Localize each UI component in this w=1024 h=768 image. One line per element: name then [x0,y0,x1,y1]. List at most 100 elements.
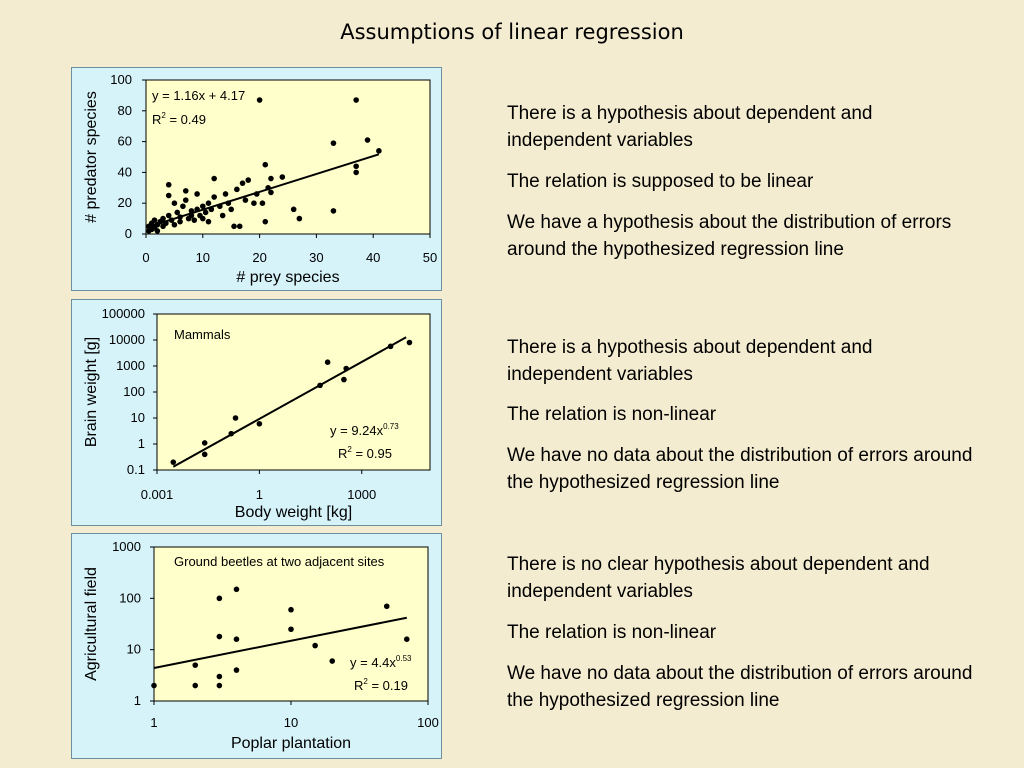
data-point [216,633,223,640]
chart-linear-svg: 0 20 40 60 80 100 0 10 20 30 40 50 # prey species # p… [83,72,437,286]
data-point [174,209,181,216]
data-point [177,214,183,220]
data-point [341,376,347,383]
data-point [211,175,217,182]
regression-equation: y = 4.4x0.53 [350,654,412,670]
y-tick-label: 0.1 [127,462,145,477]
data-point [403,636,410,642]
data-point [317,382,323,389]
data-point [182,197,189,203]
data-point [288,626,294,633]
bullet-1-2: The relation is supposed to be linear [507,171,814,192]
chart-panel-3: 1 10 100 1000 1 10 100 Poplar plantation Agricul… [71,533,442,759]
data-point [200,215,206,222]
data-point [233,667,240,673]
data-point [387,343,394,350]
y-tick-label: 10000 [109,332,145,347]
data-point [165,212,172,219]
data-point [364,137,371,143]
bullet-3-1: There is no clear hypothesis about depen… [507,554,930,602]
data-point [151,217,158,223]
r-squared: R2 = 0.19 [354,677,408,693]
data-point [245,177,252,183]
data-point [216,595,223,602]
data-point [171,200,178,206]
data-point [329,658,336,664]
data-point [194,206,200,213]
regression-equation: y = 1.16x + 4.17 [152,88,245,103]
data-point [200,203,206,210]
y-tick-label: 40 [118,164,132,179]
y-tick-label: 10 [127,642,141,657]
data-point [216,673,223,680]
data-point [259,200,266,206]
data-point [192,662,199,668]
data-point [228,430,235,437]
x-axis-label: # prey species [236,269,339,286]
data-point [165,181,172,188]
y-tick-label: 0 [125,226,132,241]
bullet-2-1: There is a hypothesis about dependent an… [507,337,873,385]
data-point [330,208,337,214]
bullet-2-3: We have no data about the distribution o… [507,445,973,493]
x-tick-label: 1 [150,715,157,730]
data-point [233,586,240,593]
data-point [180,203,186,210]
data-point [177,218,183,225]
data-point [232,415,239,421]
data-point [290,206,297,213]
data-point [268,189,274,196]
y-tick-label: 1000 [116,358,145,373]
data-point [171,221,178,228]
data-point [324,359,331,366]
data-point [165,192,172,199]
bullet-3-3: We have no data about the distribution o… [507,663,973,711]
data-point [353,169,359,176]
data-point [154,228,161,234]
inset-label: Mammals [174,327,231,342]
data-point [256,97,263,103]
x-tick-label: 20 [252,250,266,265]
y-tick-label: 1000 [112,539,141,554]
data-point [265,185,271,191]
data-point [168,217,175,223]
x-axis-label: Poplar plantation [231,735,351,752]
data-point [191,217,198,223]
data-point [343,365,349,372]
bullet-2-2: The relation is non-linear [507,404,717,425]
data-point [205,218,212,225]
data-point [376,148,382,154]
data-point [253,191,260,197]
x-tick-label: 50 [423,250,437,265]
data-point [216,682,223,689]
plot-area [153,546,429,702]
y-axis-label: # predator species [83,91,100,223]
trendline [145,153,380,229]
x-tick-label: 10 [196,250,210,265]
data-point [222,191,229,197]
chart-beetles-svg: 1 10 100 1000 1 10 100 Poplar plantation Agricul… [83,539,439,752]
data-point [406,339,413,346]
x-tick-label: 0.001 [141,487,174,502]
y-tick-label: 100 [119,590,141,605]
data-point [202,209,209,216]
data-point [151,682,157,689]
data-point [208,206,215,213]
data-point [256,420,263,427]
data-point [242,197,249,203]
regression-equation: y = 9.24x0.73 [330,422,399,438]
y-tick-label: 1 [138,436,145,451]
y-tick-label: 100 [123,384,145,399]
data-point [188,208,195,214]
data-point [231,223,237,230]
y-tick-label: 1 [134,693,141,708]
data-point [205,200,212,206]
y-axis-label: Agricultural field [83,567,100,681]
data-point [239,180,246,186]
data-point [160,215,166,222]
data-point [268,175,274,182]
inset-label: Ground beetles at two adjacent sites [174,554,385,569]
data-point [233,636,240,642]
data-point [188,212,195,219]
data-point [236,223,243,230]
